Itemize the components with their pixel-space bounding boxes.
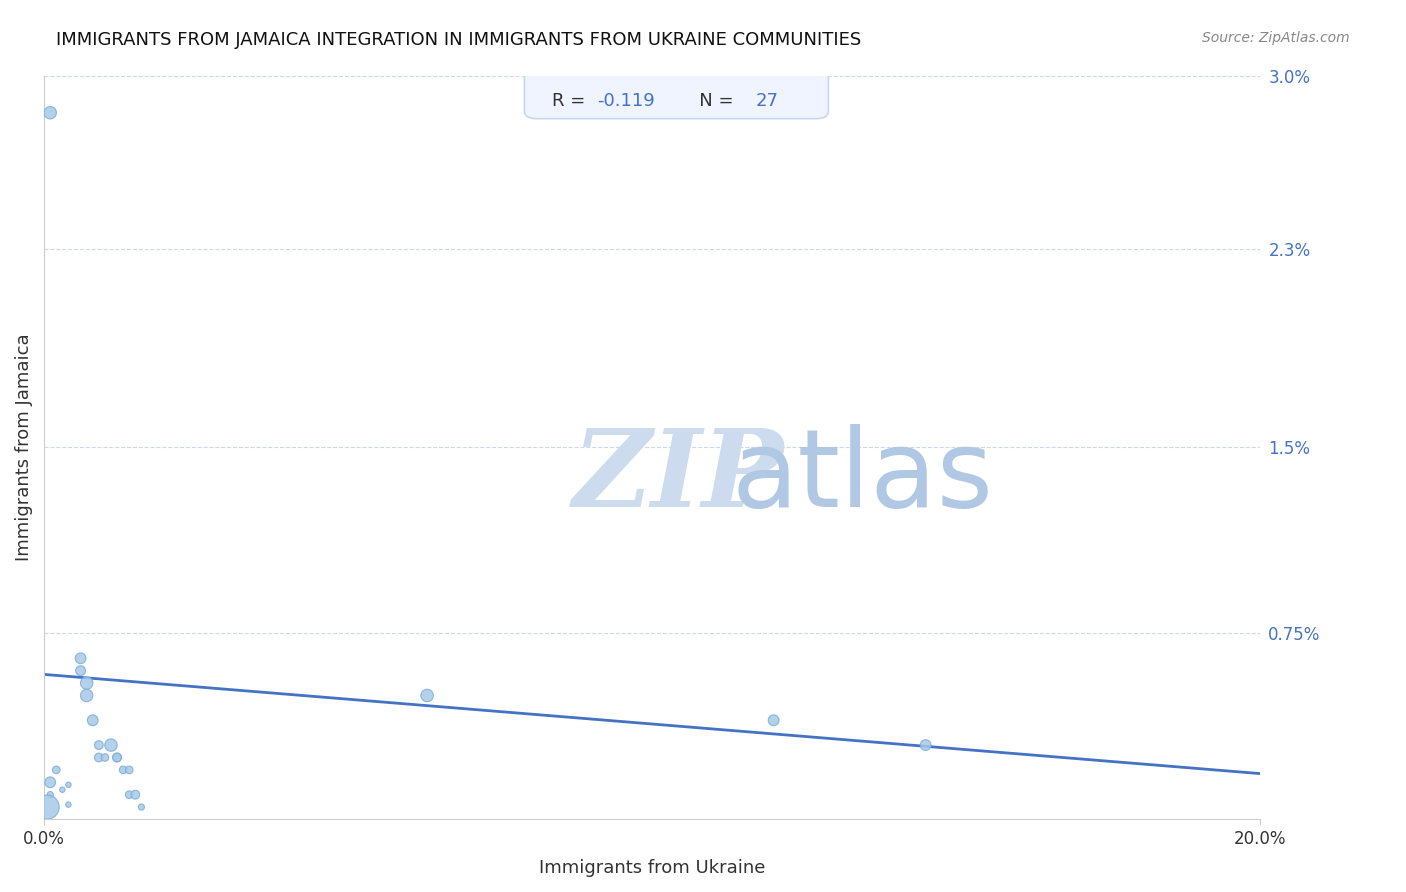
Text: 27: 27 — [755, 92, 779, 110]
Text: -0.119: -0.119 — [598, 92, 655, 110]
Point — [76, 689, 98, 703]
Text: ZIP: ZIP — [574, 425, 785, 530]
Point — [39, 788, 62, 802]
Point — [37, 800, 59, 814]
Point — [416, 689, 439, 703]
Y-axis label: Immigrants from Jamaica: Immigrants from Jamaica — [15, 334, 32, 561]
Point — [762, 713, 785, 727]
X-axis label: Immigrants from Ukraine: Immigrants from Ukraine — [538, 859, 765, 877]
Point — [94, 750, 117, 764]
Point — [45, 763, 67, 777]
Point — [76, 676, 98, 690]
Point — [87, 750, 110, 764]
Point — [100, 738, 122, 752]
Text: IMMIGRANTS FROM JAMAICA INTEGRATION IN IMMIGRANTS FROM UKRAINE COMMUNITIES: IMMIGRANTS FROM JAMAICA INTEGRATION IN I… — [56, 31, 862, 49]
Point — [69, 664, 91, 678]
Point — [51, 782, 73, 797]
Point — [58, 778, 80, 792]
Point — [914, 738, 936, 752]
Point — [82, 713, 104, 727]
Text: Source: ZipAtlas.com: Source: ZipAtlas.com — [1202, 31, 1350, 45]
Point — [118, 788, 141, 802]
Point — [39, 105, 62, 120]
FancyBboxPatch shape — [524, 65, 828, 119]
Point — [124, 788, 146, 802]
Point — [105, 750, 128, 764]
Text: atlas: atlas — [731, 425, 993, 530]
Point — [131, 800, 153, 814]
Point — [58, 797, 80, 812]
Point — [69, 651, 91, 665]
Point — [112, 763, 135, 777]
Point — [118, 763, 141, 777]
Point — [105, 750, 128, 764]
Text: R =: R = — [553, 92, 592, 110]
Point — [87, 738, 110, 752]
Text: N =: N = — [682, 92, 740, 110]
Point — [39, 775, 62, 789]
